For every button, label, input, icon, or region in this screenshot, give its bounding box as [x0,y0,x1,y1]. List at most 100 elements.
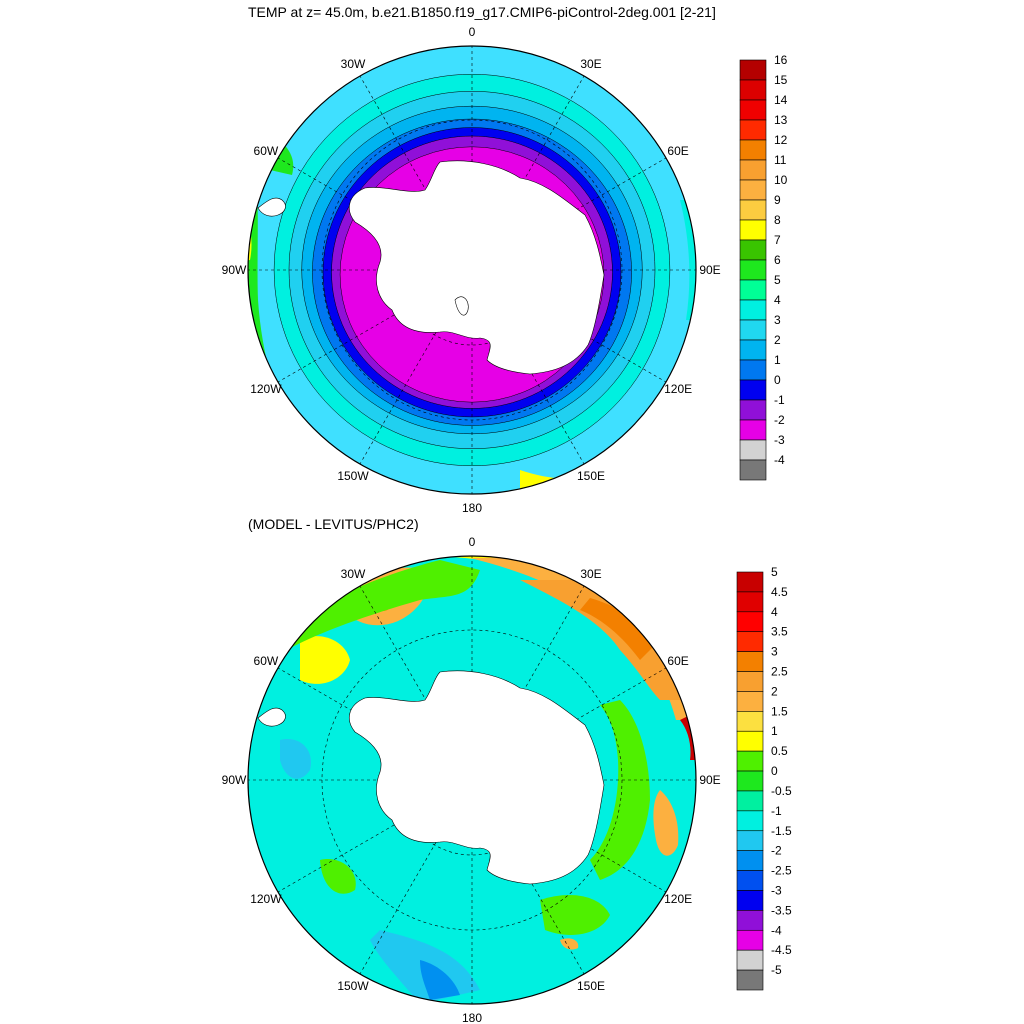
bottom-colorbar-label: -2 [771,844,782,858]
top-warm-patch-west [248,200,252,262]
bottom-map-title: (MODEL - LEVITUS/PHC2) [248,516,419,532]
top-colorbar-swatch [739,259,767,281]
bottom-orange-patch-se [560,938,579,950]
top-colorbar-label: 15 [774,73,788,87]
top-colorbar-swatch [739,59,767,81]
bottom-colorbar-swatch [736,730,764,752]
bottom-green-band-east [590,700,650,880]
bottom-lon-label: 90W [222,773,247,787]
bottom-colorbar-swatch [736,870,764,891]
top-antarctica-landmass [348,160,605,375]
bottom-lon-label: 150E [577,979,605,993]
top-lon-label: 60E [667,144,688,158]
bottom-colorbar-label: 3 [771,645,778,659]
bottom-colorbar-label: -1.5 [771,824,792,838]
top-colorbar-swatch [739,399,767,421]
top-colorbar-label: 10 [774,173,788,187]
top-colorbar-swatch [739,119,767,141]
bottom-green-patch-se [540,895,610,935]
top-colorbar-label: 16 [774,53,788,67]
top-colorbar-label: 1 [774,353,781,367]
bottom-colorbar-swatch [736,929,764,951]
top-map-title: TEMP at z= 45.0m, b.e21.B1850.f19_g17.CM… [248,4,716,20]
bottom-colorbar-swatch [736,790,764,812]
top-colorbar-label: -3 [774,433,785,447]
top-colorbar-label: -1 [774,393,785,407]
bottom-colorbar-label: -4 [771,923,782,937]
bottom-colorbar-label: 2.5 [771,665,788,679]
top-colorbar-label: 13 [774,113,788,127]
top-lon-label: 90W [222,263,247,277]
top-lon-label: 120E [664,382,692,396]
bottom-colorbar-label: 2 [771,684,778,698]
top-colorbar-swatch [739,299,767,321]
top-warm-patch-nw [270,140,294,175]
bottom-lon-label: 30E [580,567,601,581]
bottom-colorbar-swatch [736,591,764,613]
bottom-colorbar-label: 0 [771,764,778,778]
bottom-colorbar-swatch [736,571,764,593]
bottom-antarctica-landmass [348,670,605,885]
top-lon-label: 150E [577,469,605,483]
bottom-lon-label: 180 [462,1011,482,1024]
bottom-colorbar-swatch [736,949,764,971]
bottom-colorbar-swatch [736,651,764,672]
top-colorbar-label: 4 [774,293,781,307]
bottom-colorbar-label: 3.5 [771,625,788,639]
bottom-colorbar-label: -4.5 [771,943,792,957]
bottom-colorbar-swatch [736,750,764,772]
bottom-colorbar-swatch [736,890,764,911]
top-colorbar-label: -4 [774,453,785,467]
bottom-green-band-nw [270,560,480,660]
bottom-colorbar-label: -3.5 [771,903,792,917]
bottom-yellow-patch-w [300,636,350,684]
top-colorbar-label: 7 [774,233,781,247]
bottom-colorbar-label: -0.5 [771,784,792,798]
bottom-colorbar-swatch [736,810,764,832]
top-colorbar-swatch [739,439,767,461]
bottom-colorbar-label: -5 [771,963,782,977]
bottom-colorbar: 5 4.5 4 3.5 3 2.5 2 1.5 1 0.5 0 -0.5 -1 -1.5 -2 -2.5 -3 -… [736,565,792,991]
top-colorbar-swatch [739,179,767,201]
bottom-deep-blue-patch-s [420,960,460,1000]
bottom-lon-label: 90E [699,773,720,787]
bottom-colorbar-swatch [736,910,764,931]
top-colorbar-label: -2 [774,413,785,427]
top-colorbar-swatch [739,319,767,341]
top-lon-label: 150W [337,469,369,483]
top-colorbar-swatch [739,99,767,121]
top-map-border [247,45,697,495]
top-colorbar-swatch [739,159,767,181]
top-colorbar-label: 12 [774,133,788,147]
bottom-green-patch-sw [320,859,356,894]
top-colorbar-swatch [739,359,767,381]
top-colorbar-swatch [739,339,767,361]
bottom-colorbar-swatch [736,850,764,871]
bottom-colorbar-swatch [736,711,764,732]
top-colorbar-label: 8 [774,213,781,227]
top-colorbar-label: 3 [774,313,781,327]
top-polar-map: 0 30E 60E 90E 120E 150E 180 150W 120W 90W 60W 30W [222,25,721,515]
bottom-colorbar-swatch [736,631,764,652]
top-lon-label: 180 [462,501,482,515]
top-colorbar-swatch [739,379,767,401]
bottom-colorbar-swatch [736,671,764,692]
top-colorbar-label: 14 [774,93,788,107]
bottom-colorbar-swatch [736,691,764,712]
bottom-lon-label: 60E [667,654,688,668]
top-lon-label: 90E [699,263,720,277]
top-south-america-tip [257,197,286,217]
top-lon-label: 120W [250,382,282,396]
top-colorbar-swatch [739,419,767,441]
top-lon-label: 0 [469,25,476,39]
bottom-map-border [247,555,697,1005]
top-colorbar-label: 6 [774,253,781,267]
top-colorbar-swatch [739,79,767,101]
bottom-colorbar-label: 5 [771,565,778,579]
bottom-blue-patch-w [280,739,311,779]
top-colorbar-swatch [739,219,767,241]
bottom-colorbar-label: -2.5 [771,864,792,878]
top-colorbar-label: 2 [774,333,781,347]
top-colorbar-swatch [739,239,767,261]
